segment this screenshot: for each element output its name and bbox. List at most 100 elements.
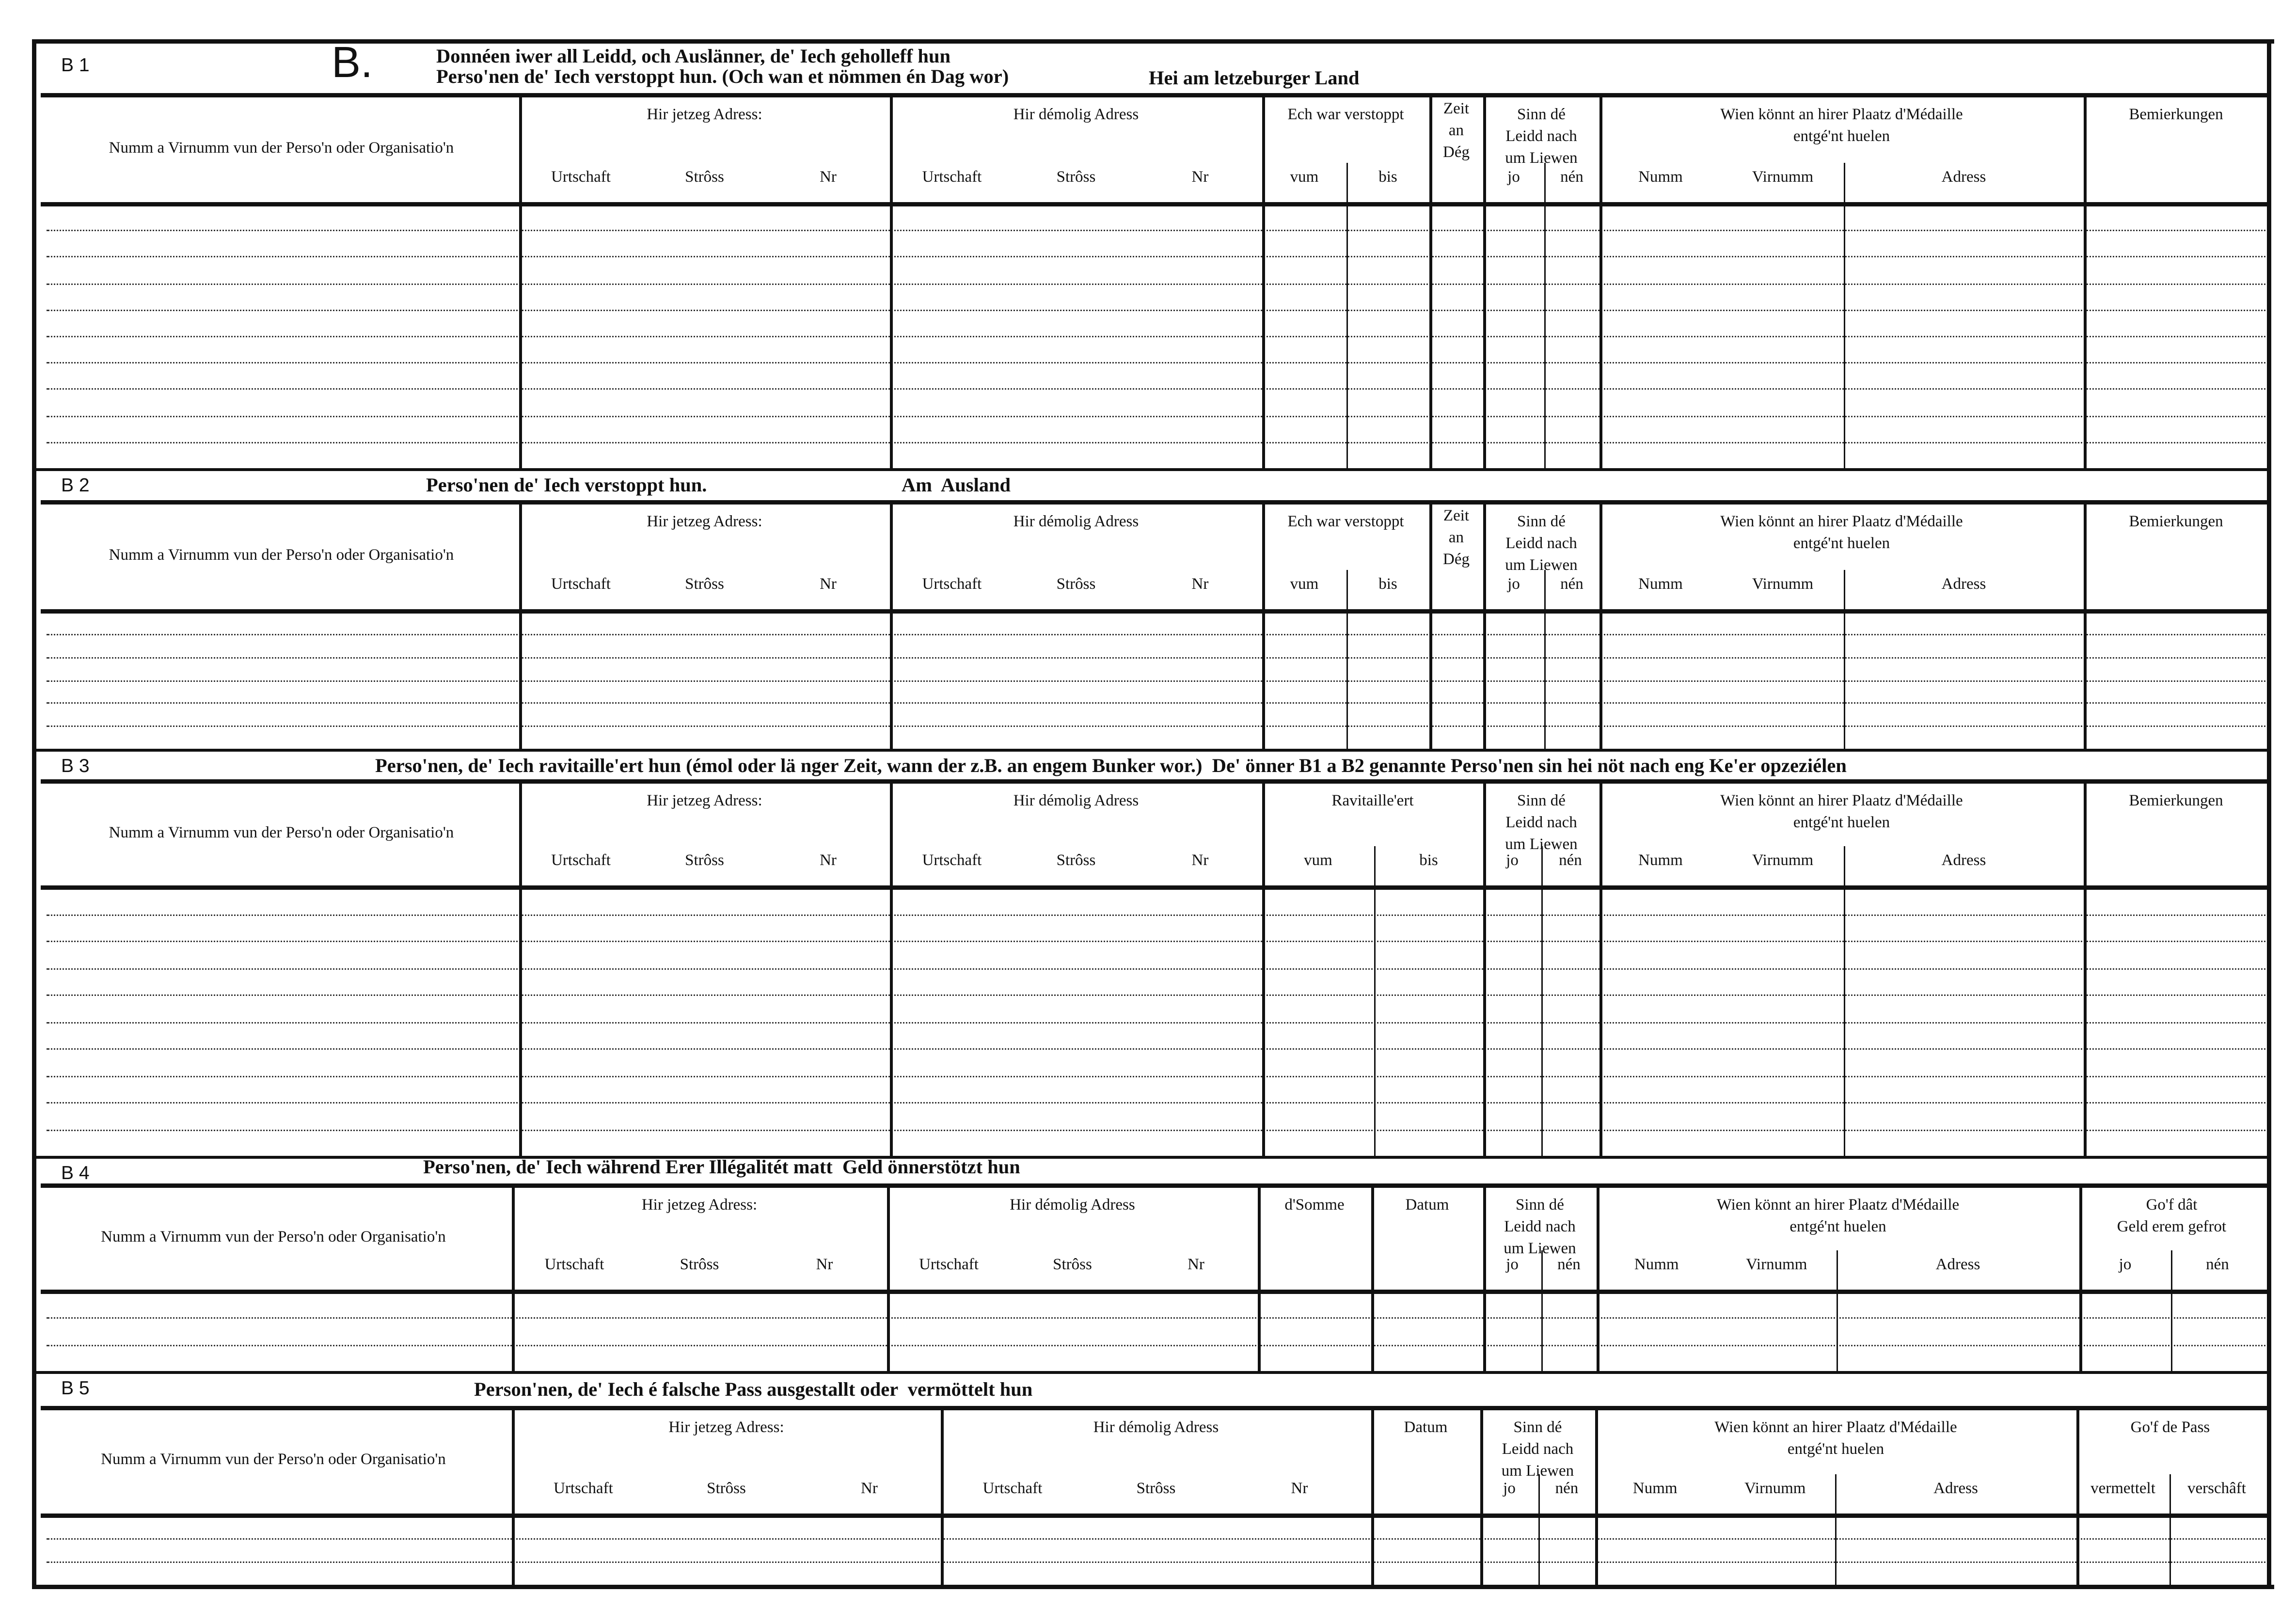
header-bottom-rule	[41, 609, 2268, 614]
subcolumn-header: nén	[1555, 1480, 1579, 1498]
subcolumn-header: nén	[2206, 1256, 2229, 1274]
column-divider	[1371, 1410, 1374, 1585]
section-title: Perso'nen, de' Iech während Erer Illégal…	[423, 1156, 1020, 1178]
subcolumn-header: vermettelt	[2090, 1480, 2155, 1498]
column-divider	[890, 505, 893, 749]
header-bottom-rule	[41, 885, 2268, 890]
subcolumn-header: Nr	[820, 576, 837, 593]
frame-top	[32, 39, 2274, 44]
section-id: B 1	[61, 54, 90, 76]
subcolumn-header: Adress	[1941, 576, 1986, 593]
subcolumn-header: jo	[1506, 1256, 1519, 1274]
subcolumn-header: Strôss	[1056, 169, 1096, 186]
entry-row-line	[47, 914, 2265, 915]
column-header: Ech war verstoppt	[1287, 106, 1404, 124]
section-bottom-rule	[35, 1585, 2268, 1588]
column-divider	[1480, 1410, 1483, 1585]
column-header: Bemierkungen	[2129, 106, 2223, 124]
column-header: Ravitaille'ert	[1331, 792, 1414, 810]
subcolumn-header: nén	[1560, 169, 1583, 186]
subcolumn-header: Urtschaft	[922, 576, 982, 593]
subcolumn-header: vum	[1290, 169, 1319, 186]
entry-row-line	[47, 1102, 2265, 1104]
subcolumn-divider	[1374, 846, 1376, 1156]
column-divider	[2084, 505, 2087, 749]
header-top-rule	[41, 1406, 2268, 1410]
subcolumn-divider	[1844, 162, 1845, 468]
column-divider	[519, 505, 522, 749]
column-header: Datum	[1405, 1197, 1449, 1214]
subcolumn-divider	[1541, 846, 1543, 1156]
section-bottom-rule	[35, 749, 2268, 752]
subcolumn-header: Nr	[1188, 1256, 1204, 1274]
subcolumn-header: Strôss	[707, 1480, 746, 1498]
entry-row-line	[47, 656, 2265, 658]
column-header: Numm a Virnumm vun der Perso'n oder Orga…	[101, 1451, 446, 1468]
entry-row-line	[47, 633, 2265, 635]
subcolumn-divider	[1844, 569, 1845, 749]
column-header: Sinn dé Leidd nach um Liewen	[1505, 792, 1578, 853]
frame-left	[32, 39, 36, 1589]
subcolumn-header: jo	[1507, 169, 1520, 186]
subcolumn-header: Nr	[1191, 576, 1209, 593]
subcolumn-header: Urtschaft	[922, 169, 982, 186]
column-header: Zeit an Dég	[1442, 100, 1470, 161]
column-divider	[519, 784, 522, 1156]
column-header: Bemierkungen	[2129, 513, 2223, 531]
entry-row-line	[47, 1317, 2265, 1319]
column-header: Hir jetzeg Adress:	[647, 106, 762, 124]
subcolumn-header: jo	[2119, 1256, 2132, 1274]
subcolumn-header: Urtschaft	[544, 1256, 604, 1274]
header-top-rule	[41, 779, 2268, 784]
subcolumn-header: jo	[1506, 852, 1519, 869]
entry-row-line	[47, 1048, 2265, 1050]
column-header: Numm a Virnumm vun der Perso'n oder Orga…	[101, 1228, 446, 1246]
entry-row-line	[47, 283, 2265, 284]
subcolumn-divider	[1844, 846, 1845, 1156]
column-divider	[1599, 505, 1602, 749]
section-id: B 4	[61, 1162, 90, 1183]
entry-row-line	[47, 725, 2265, 727]
subcolumn-header: Urtschaft	[551, 576, 611, 593]
header-top-rule	[41, 1183, 2268, 1188]
subcolumn-header: Nr	[816, 1256, 833, 1274]
column-header: Wien könnt an hirer Plaatz d'Médaille en…	[1720, 792, 1963, 832]
column-divider	[890, 97, 893, 468]
column-divider	[1483, 97, 1486, 468]
column-header: Bemierkungen	[2129, 792, 2223, 810]
subcolumn-header: vum	[1290, 576, 1319, 593]
subcolumn-header: Adress	[1941, 852, 1986, 869]
column-header: Wien könnt an hirer Plaatz d'Médaille en…	[1720, 106, 1963, 145]
entry-row-line	[47, 256, 2265, 258]
header-top-rule	[41, 93, 2268, 97]
subcolumn-header: Strôss	[1053, 1256, 1092, 1274]
column-divider	[2076, 1410, 2079, 1585]
section-title: Perso'nen, de' Iech ravitaille'ert hun (…	[375, 755, 1847, 776]
entry-row-line	[47, 1075, 2265, 1077]
subcolumn-header: Nr	[861, 1480, 878, 1498]
subcolumn-header: verschâft	[2187, 1480, 2246, 1498]
column-header: Hir jetzeg Adress:	[647, 513, 762, 531]
column-header: Numm a Virnumm vun der Perso'n oder Orga…	[109, 823, 454, 841]
subcolumn-header: Virnumm	[1752, 576, 1814, 593]
subcolumn-header: Urtschaft	[551, 169, 611, 186]
entry-row-line	[47, 679, 2265, 681]
subcolumn-header: Strôss	[680, 1256, 719, 1274]
column-header: Sinn dé Leidd nach um Liewen	[1505, 513, 1578, 574]
entry-row-line	[47, 1561, 2265, 1563]
column-header: Numm a Virnumm vun der Perso'n oder Orga…	[109, 546, 454, 564]
subcolumn-header: Urtschaft	[982, 1480, 1043, 1498]
subcolumn-header: nén	[1560, 576, 1583, 593]
column-divider	[2079, 1188, 2082, 1371]
column-divider	[1262, 97, 1265, 468]
subcolumn-header: nén	[1559, 852, 1582, 869]
subcolumn-header: Urtschaft	[919, 1256, 979, 1274]
subcolumn-header: Strôss	[685, 576, 724, 593]
entry-row-line	[47, 1344, 2265, 1346]
subcolumn-header: Numm	[1632, 1480, 1678, 1498]
subcolumn-header: bis	[1378, 576, 1397, 593]
section-bottom-rule	[35, 1156, 2268, 1159]
section-title: Person'nen, de' Iech é falsche Pass ausg…	[474, 1378, 1033, 1400]
entry-row-line	[47, 362, 2265, 364]
